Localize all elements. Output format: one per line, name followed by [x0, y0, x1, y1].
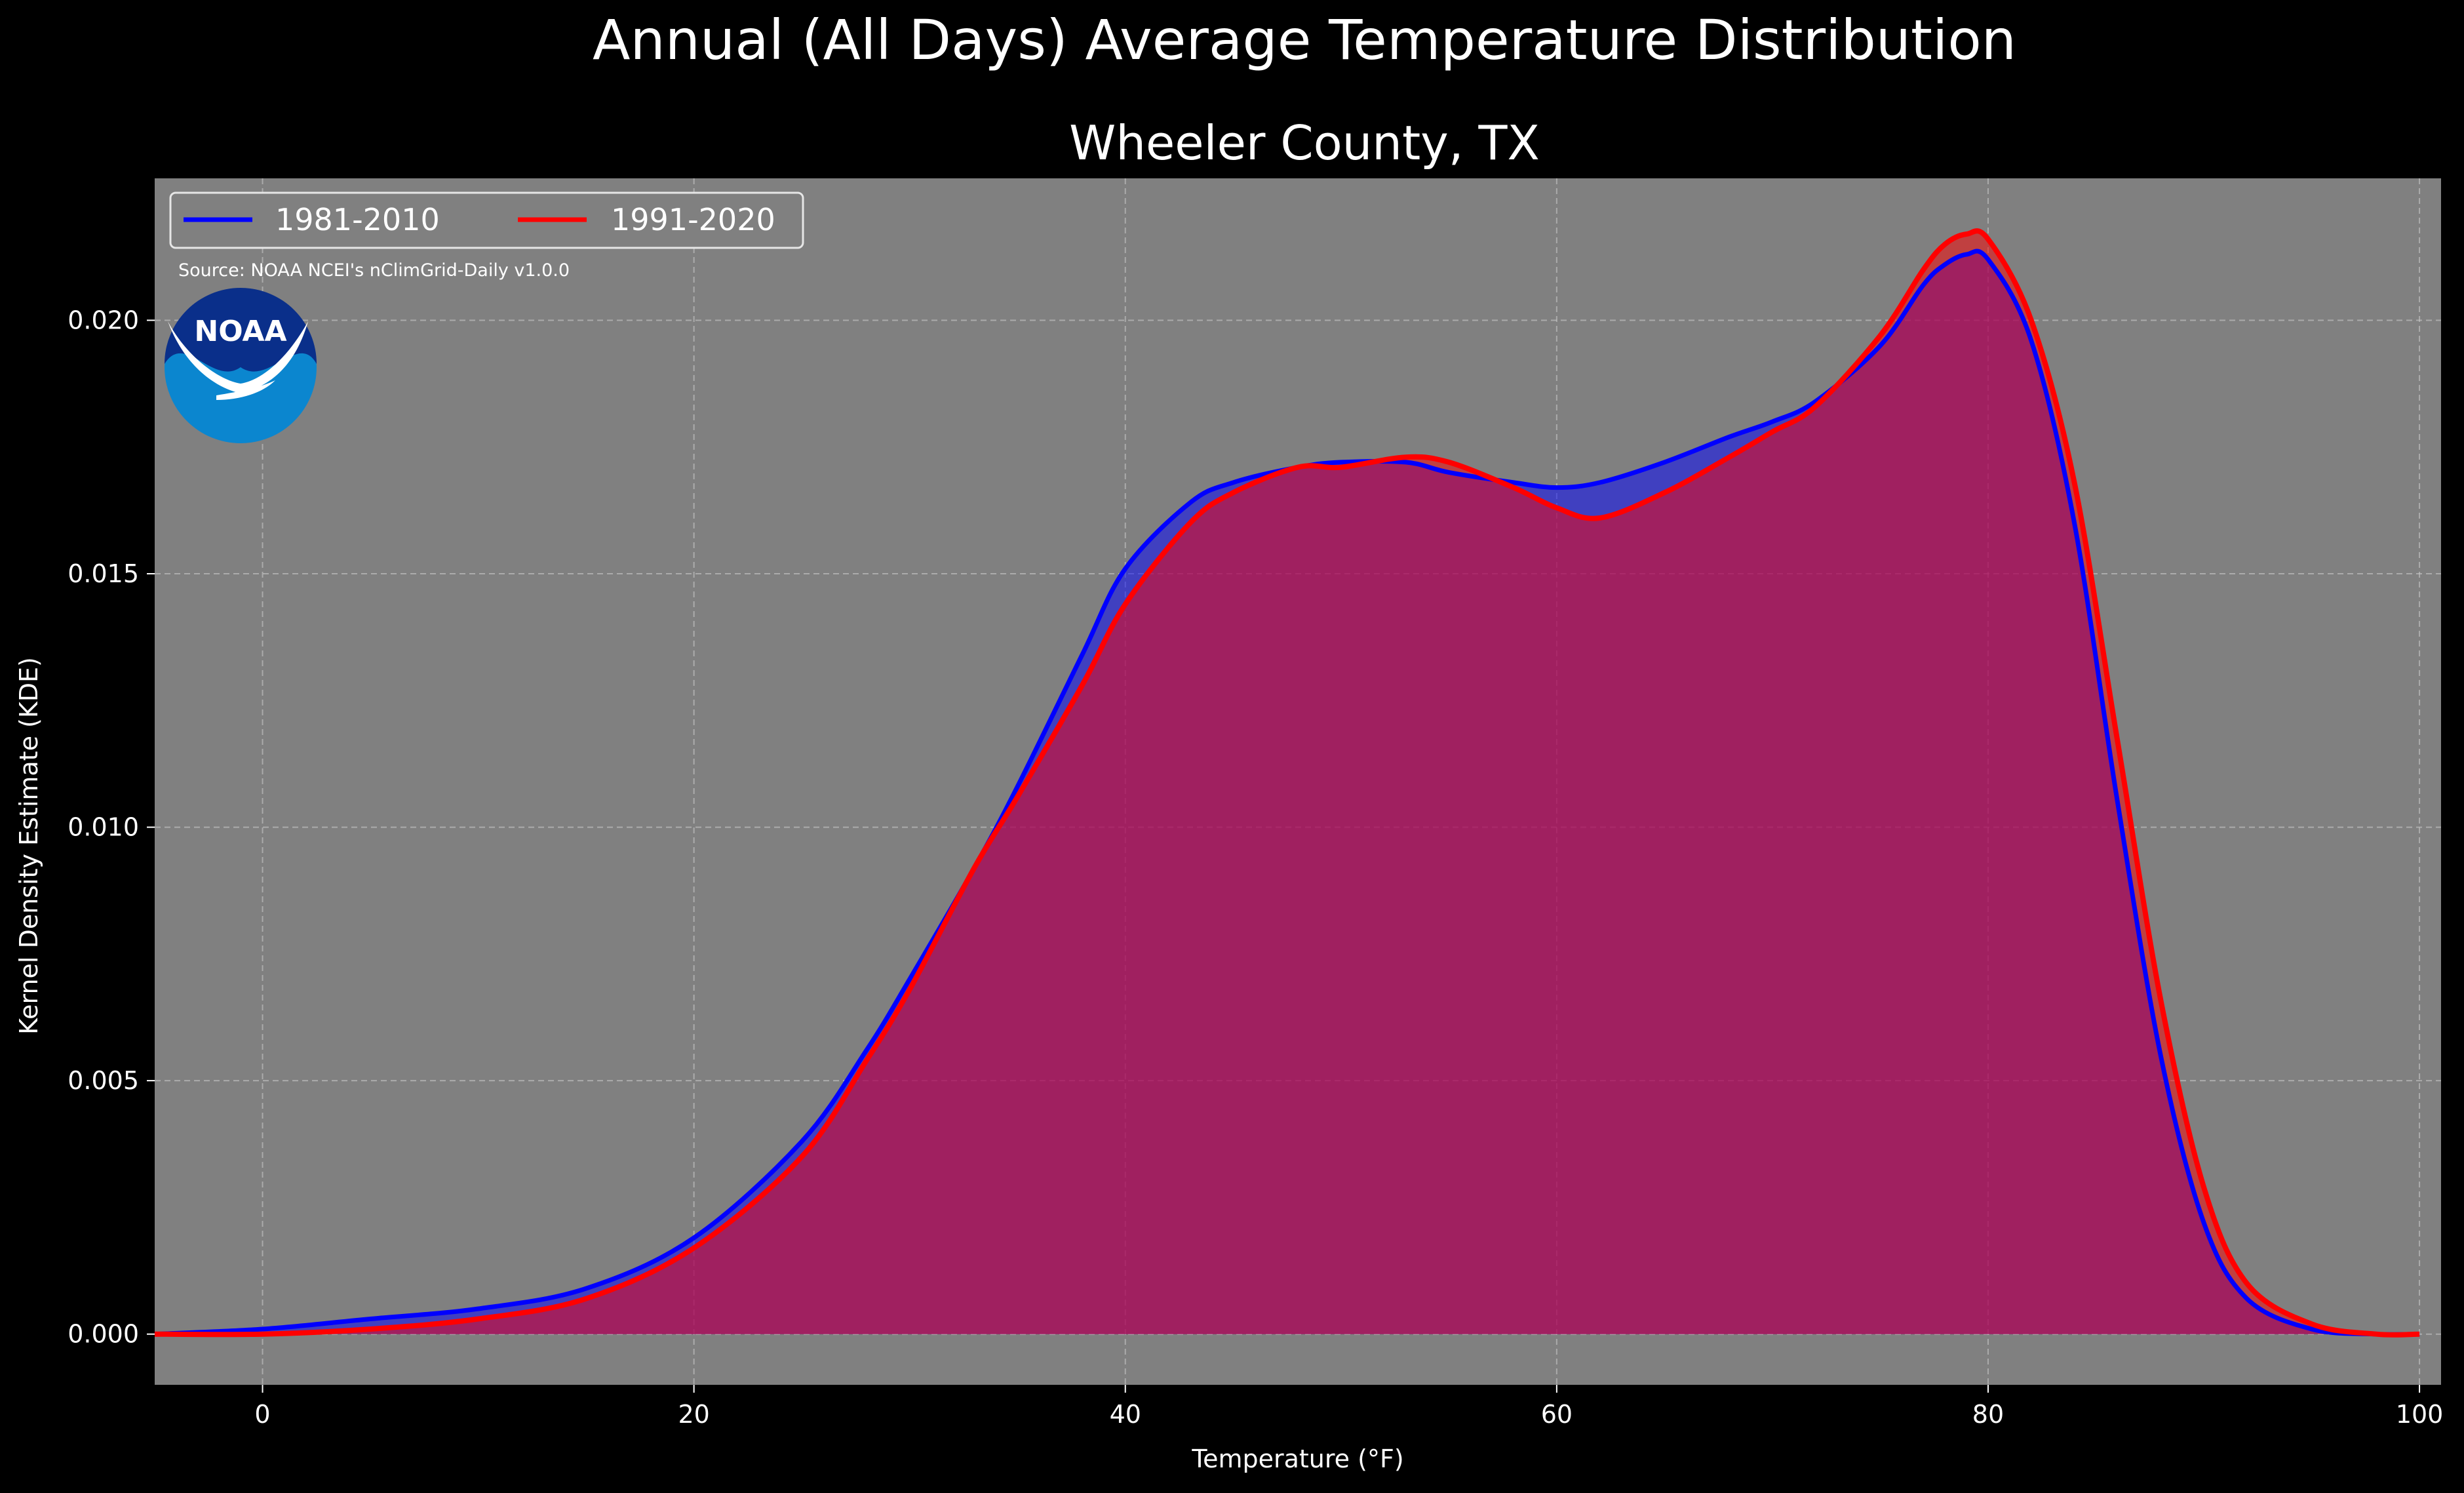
- line-1981-2010: [154, 249, 2420, 1337]
- noaa-logo-top: [165, 288, 317, 372]
- area-1991-2020: [155, 231, 2420, 1335]
- x-axis-label: Temperature (°F): [1191, 1444, 1403, 1473]
- density-lines: [154, 228, 2420, 1338]
- y-tick-label-0.005: 0.005: [68, 1066, 139, 1095]
- x-tick-label-60: 60: [1541, 1400, 1573, 1429]
- x-axis-ticks: 0 20 40 60 80 100: [254, 1385, 2443, 1429]
- noaa-logo-text: NOAA: [194, 315, 286, 348]
- noaa-logo-gull: [168, 321, 308, 393]
- x-tick-label-0: 0: [254, 1400, 270, 1429]
- source-note: Source: NOAA NCEI's nClimGrid-Daily v1.0…: [178, 260, 570, 281]
- y-tick-label-0.015: 0.015: [68, 559, 139, 588]
- chart-title: Wheeler County, TX: [1069, 115, 1540, 170]
- density-areas: [155, 231, 2420, 1335]
- line-1991-2020: [154, 228, 2420, 1338]
- legend-box: [169, 191, 804, 249]
- legend-label-1991-2020: 1991-2020: [611, 202, 775, 237]
- y-tick-label-0.020: 0.020: [68, 306, 139, 334]
- y-tick-label-0.000: 0.000: [68, 1320, 139, 1349]
- noaa-logo: NOAA: [165, 288, 317, 443]
- x-tick-label-80: 80: [1972, 1400, 2004, 1429]
- x-tick-label-40: 40: [1110, 1400, 1141, 1429]
- y-axis-ticks: 0.000 0.005 0.010 0.015 0.020: [68, 306, 155, 1349]
- legend: 1981-2010 1991-2020: [169, 191, 804, 249]
- legend-label-1981-2010: 1981-2010: [275, 202, 440, 237]
- x-tick-label-100: 100: [2396, 1400, 2444, 1429]
- y-tick-label-0.010: 0.010: [68, 813, 139, 842]
- noaa-logo-wing: [216, 380, 275, 400]
- x-tick-label-20: 20: [678, 1400, 709, 1429]
- chart-suptitle: Annual (All Days) Average Temperature Di…: [593, 8, 2016, 72]
- y-axis-label: Kernel Density Estimate (KDE): [14, 657, 43, 1035]
